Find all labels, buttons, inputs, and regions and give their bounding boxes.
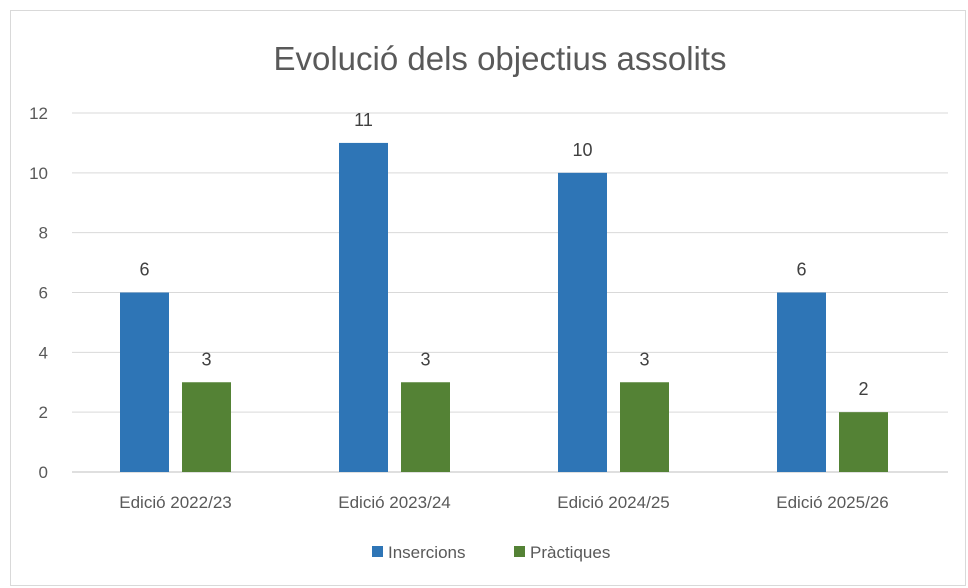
y-axis-ticks: 0 2 4 6 8 10 12 [29,104,48,482]
x-axis-categories: Edició 2022/23 Edició 2023/24 Edició 2024/… [119,493,888,512]
data-label: 6 [139,260,149,280]
x-category-label: Edició 2022/23 [119,493,231,512]
bar-pràctiques-3 [839,412,888,472]
bar-insercions-2 [558,172,607,473]
y-tick-label: 12 [29,104,48,123]
x-category-label: Edició 2025/26 [776,493,888,512]
data-label: 10 [572,140,592,160]
y-tick-label: 0 [39,463,48,482]
legend-swatch-insercions [372,546,383,557]
data-label: 11 [354,110,373,130]
y-tick-label: 2 [39,403,48,422]
x-category-label: Edició 2024/25 [557,493,669,512]
data-label: 3 [639,349,649,369]
chart-title: Evolució dels objectius assolits [273,40,726,77]
data-label: 3 [420,349,430,369]
bar-insercions-1 [339,142,388,472]
y-tick-label: 10 [29,164,48,183]
legend-swatch-pràctiques [514,546,525,557]
data-labels: 6 3 11 3 10 3 6 2 [139,110,868,399]
legend-label-insercions: Insercions [388,543,465,562]
bar-pràctiques-2 [620,382,669,472]
data-label: 3 [201,349,211,369]
data-label: 2 [858,379,868,399]
y-tick-label: 8 [39,224,48,243]
x-category-label: Edició 2023/24 [338,493,450,512]
bars [120,142,888,473]
bar-insercions-3 [777,292,826,472]
bar-insercions-0 [120,292,169,472]
legend: Insercions Pràctiques [372,543,610,562]
y-tick-label: 4 [39,343,48,362]
y-tick-label: 6 [39,284,48,303]
data-label: 6 [796,260,806,280]
bar-pràctiques-0 [182,382,231,472]
legend-label-pràctiques: Pràctiques [530,543,610,562]
bar-pràctiques-1 [401,382,450,472]
